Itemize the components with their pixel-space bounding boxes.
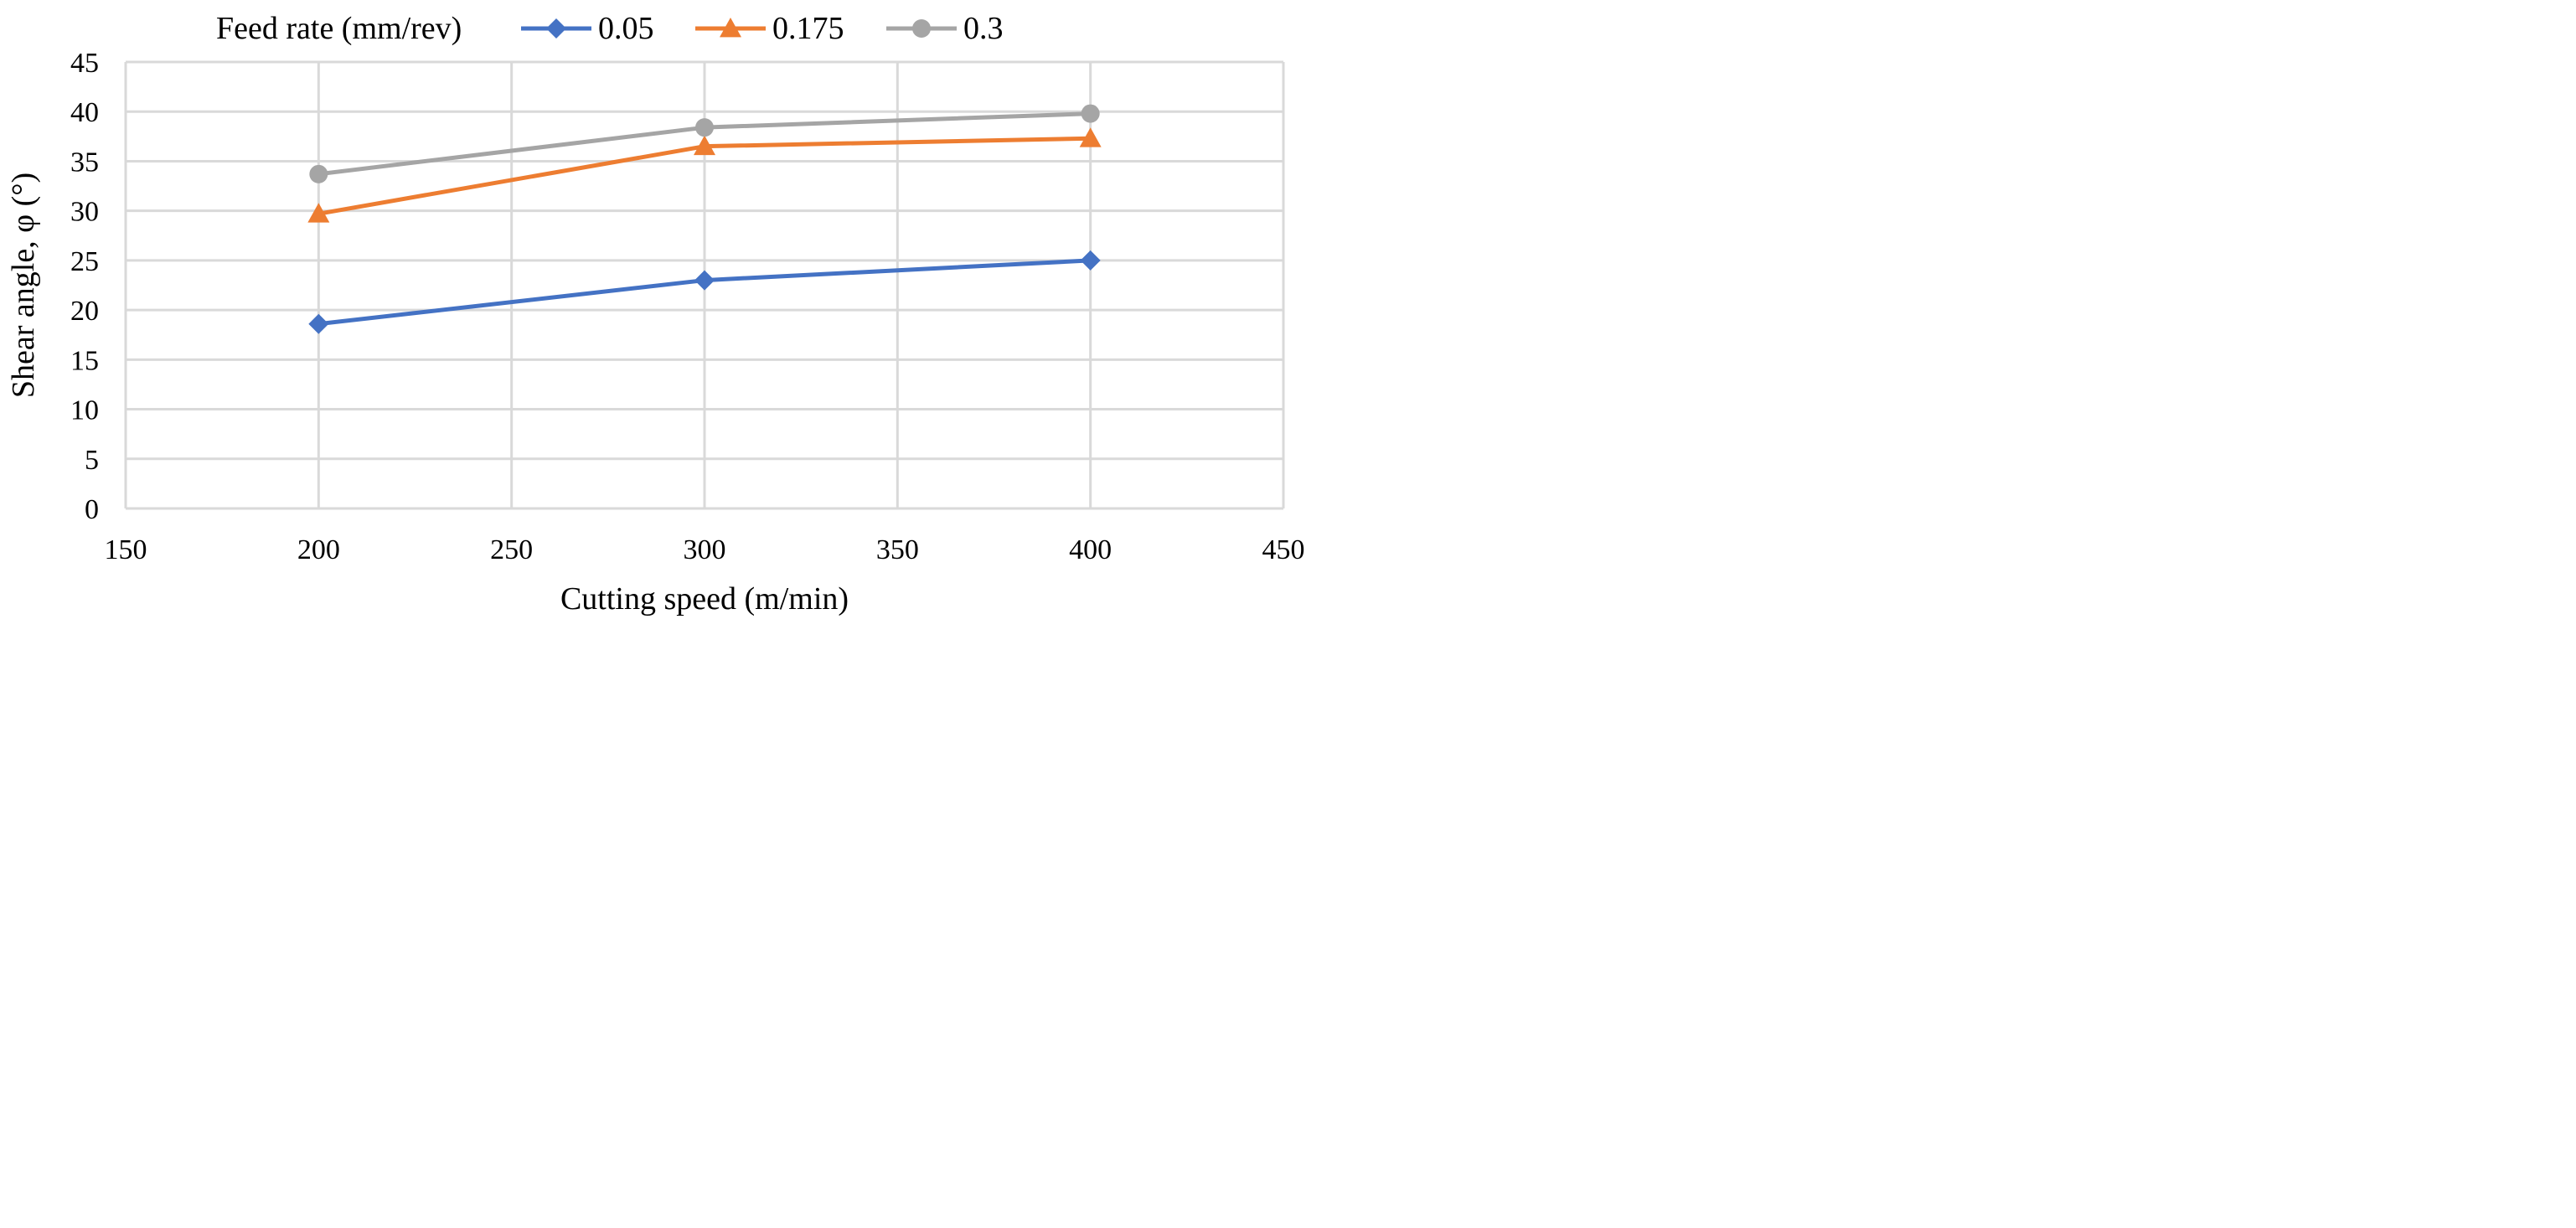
data-point bbox=[308, 313, 329, 334]
y-tick-label: 20 bbox=[70, 296, 99, 327]
series-0.175 bbox=[307, 127, 1102, 223]
y-tick-label: 15 bbox=[70, 345, 99, 376]
legend-item-0.3: 0.3 bbox=[886, 11, 1004, 46]
x-tick-label: 400 bbox=[1069, 534, 1112, 565]
y-tick-label: 25 bbox=[70, 246, 99, 277]
data-point bbox=[309, 164, 328, 183]
y-tick-label: 30 bbox=[70, 197, 99, 228]
legend: Feed rate (mm/rev) 0.05 0.175 0.3 bbox=[216, 11, 1004, 46]
x-tick-label: 250 bbox=[490, 534, 533, 565]
data-point bbox=[695, 118, 714, 137]
series-group bbox=[307, 104, 1102, 334]
x-tick-label: 300 bbox=[684, 534, 726, 565]
y-tick-label: 0 bbox=[85, 494, 99, 525]
data-point bbox=[694, 135, 715, 156]
x-tick-label: 200 bbox=[297, 534, 340, 565]
series-0.3 bbox=[309, 104, 1100, 183]
x-tick-label: 450 bbox=[1262, 534, 1305, 565]
y-tick-label: 5 bbox=[85, 445, 99, 476]
axes: 0 5 10 15 20 25 30 35 40 45 150 200 250 300 350 400 450 bbox=[70, 48, 1305, 565]
y-tick-label: 10 bbox=[70, 395, 99, 426]
legend-label: 0.175 bbox=[772, 11, 844, 46]
legend-marker bbox=[546, 18, 566, 39]
legend-label: 0.3 bbox=[963, 11, 1004, 46]
legend-item-0.175: 0.175 bbox=[695, 11, 844, 46]
y-tick-label: 40 bbox=[70, 97, 99, 128]
x-tick-label: 150 bbox=[105, 534, 147, 565]
data-point bbox=[694, 270, 715, 291]
legend-marker bbox=[720, 18, 741, 38]
series-0.05 bbox=[308, 250, 1101, 334]
x-tick-label: 350 bbox=[876, 534, 919, 565]
legend-title: Feed rate (mm/rev) bbox=[216, 11, 462, 46]
legend-marker bbox=[912, 19, 931, 38]
data-point bbox=[1079, 127, 1102, 147]
y-axis-title: Shear angle, φ (°) bbox=[6, 173, 41, 398]
y-tick-label: 35 bbox=[70, 147, 99, 178]
y-tick-label: 45 bbox=[70, 48, 99, 79]
legend-item-0.05: 0.05 bbox=[521, 11, 654, 46]
data-point bbox=[307, 203, 330, 223]
data-point bbox=[1080, 250, 1101, 271]
data-point bbox=[1081, 104, 1100, 123]
x-axis-title: Cutting speed (m/min) bbox=[560, 581, 849, 617]
legend-label: 0.05 bbox=[598, 11, 654, 46]
